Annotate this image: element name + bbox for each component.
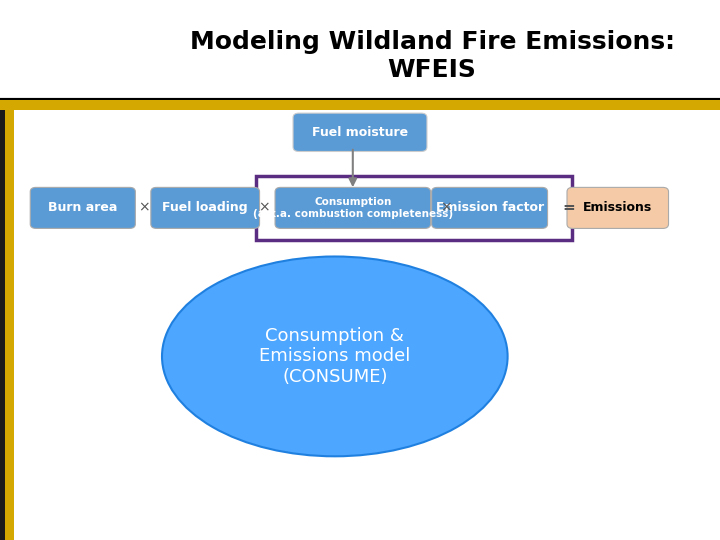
Text: Emissions: Emissions [583,201,652,214]
Text: Fuel moisture: Fuel moisture [312,126,408,139]
FancyBboxPatch shape [150,187,260,228]
Text: ×: × [441,201,452,215]
Bar [0,0,720,100]
FancyBboxPatch shape [567,187,668,228]
FancyBboxPatch shape [30,187,135,228]
Text: Burn area: Burn area [48,201,117,214]
Bar [0,100,720,110]
Bar [5,100,14,540]
Text: Consumption
(a.k.a. combustion completeness): Consumption (a.k.a. combustion completen… [253,197,453,219]
Bar [0,100,5,540]
Text: WFEIS: WFEIS [387,58,477,82]
FancyBboxPatch shape [432,187,547,228]
Ellipse shape [162,256,508,456]
Text: Emission factor: Emission factor [436,201,544,214]
FancyBboxPatch shape [293,113,427,151]
FancyBboxPatch shape [275,187,431,228]
Text: Modeling Wildland Fire Emissions:: Modeling Wildland Fire Emissions: [189,30,675,54]
Text: ×: × [138,201,150,215]
Text: Consumption &
Emissions model
(CONSUME): Consumption & Emissions model (CONSUME) [259,327,410,386]
Text: Fuel loading: Fuel loading [163,201,248,214]
Text: =: = [562,200,575,215]
Text: ×: × [258,201,269,215]
